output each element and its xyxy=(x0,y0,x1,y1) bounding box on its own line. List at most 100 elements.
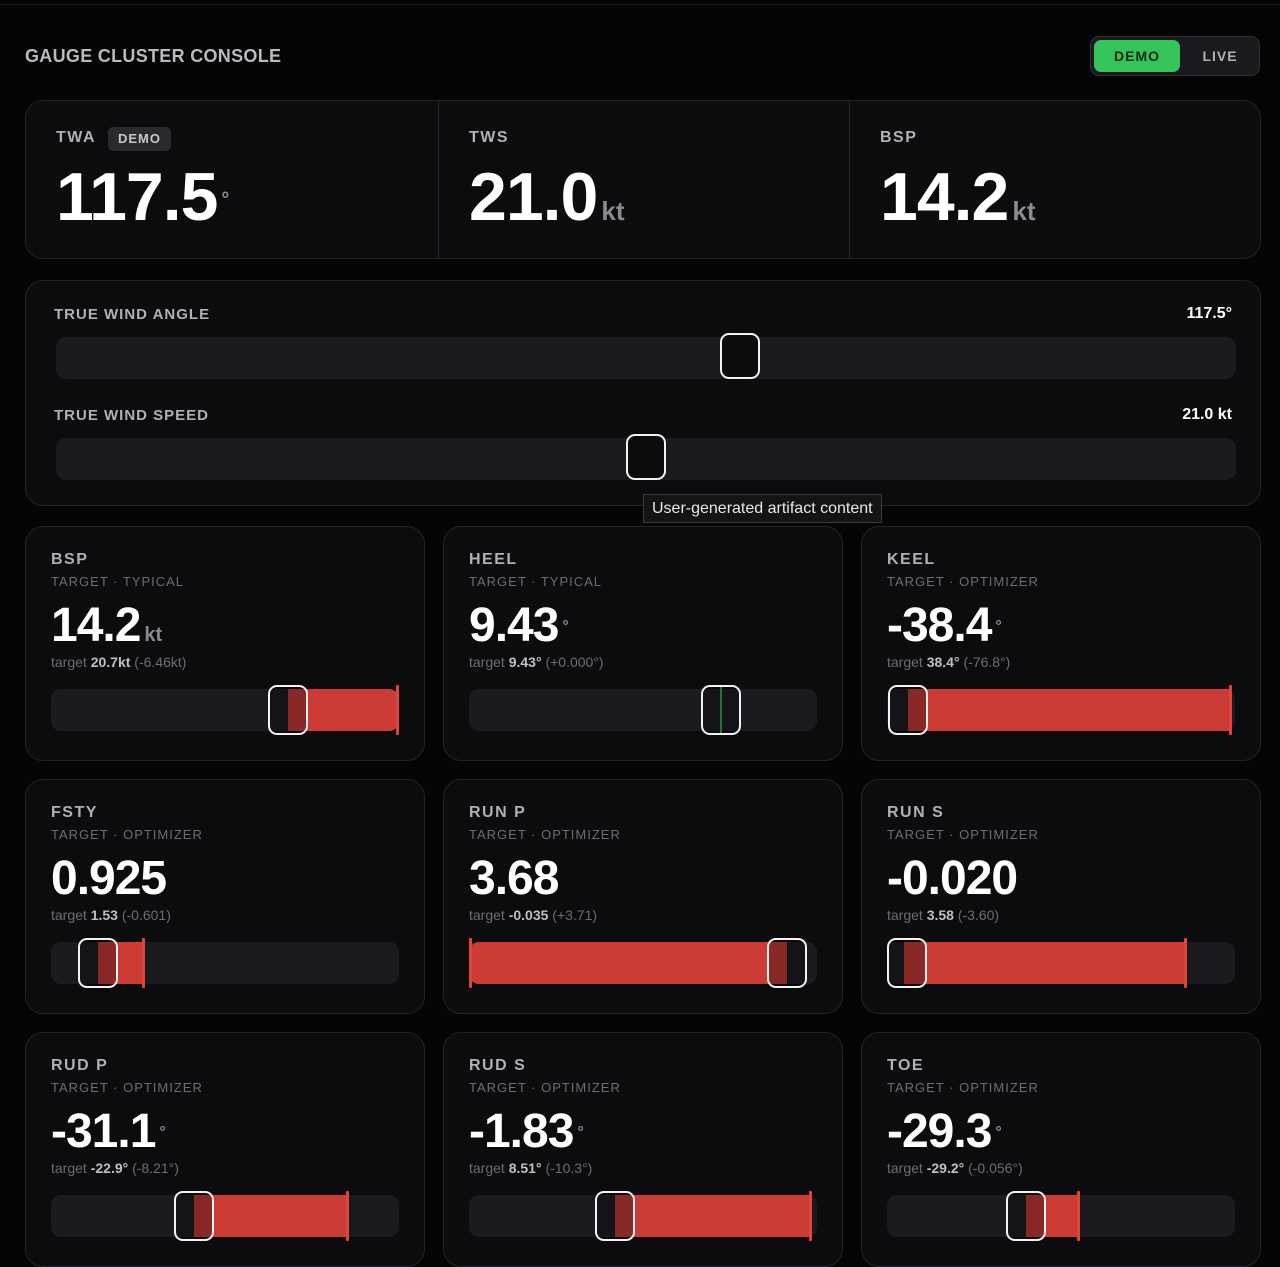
gauge-track[interactable] xyxy=(469,938,817,988)
gauge-value: 3.68 xyxy=(469,852,559,905)
gauge-source: TARGET · OPTIMIZER xyxy=(469,827,621,842)
gauge-source: TARGET · OPTIMIZER xyxy=(887,574,1039,589)
gauge-source: TARGET · OPTIMIZER xyxy=(887,827,1039,842)
gauge-label: FSTY xyxy=(51,804,98,821)
gauge-target: target 3.58 (-3.60) xyxy=(887,907,1000,923)
mode-live-button[interactable]: LIVE xyxy=(1202,48,1238,64)
gauge-label: RUD P xyxy=(51,1057,109,1074)
gauge-track[interactable] xyxy=(887,1191,1235,1241)
gauge-target-value: -29.2° xyxy=(926,1160,965,1176)
gauge-card-toe: TOE TARGET · OPTIMIZER -29.3 ° target -29.2°… xyxy=(861,1032,1261,1267)
gauge-value: 0.925 xyxy=(51,852,167,905)
gauge-current-thumb[interactable] xyxy=(267,685,308,735)
gauge-track[interactable] xyxy=(469,685,817,735)
gauge-target-delta: (-6.46kt) xyxy=(134,654,187,670)
gauge-card-keel: KEEL TARGET · OPTIMIZER -38.4 ° target 38.4°… xyxy=(861,526,1261,761)
gauge-target-marker xyxy=(142,938,146,988)
gauge-target-value: 20.7kt xyxy=(90,654,131,670)
gauge-error-fill xyxy=(904,942,1185,984)
stat-divider xyxy=(849,101,850,258)
gauge-target: target 1.53 (-0.601) xyxy=(51,907,171,923)
gauge-current-thumb[interactable] xyxy=(77,938,118,988)
gauge-label: TOE xyxy=(887,1057,925,1074)
gauge-label: RUN P xyxy=(469,804,527,821)
gauge-value: -29.3 ° xyxy=(887,1105,1002,1158)
gauge-track[interactable] xyxy=(51,685,399,735)
gauge-target-delta: (-8.21°) xyxy=(132,1160,179,1176)
gauge-target-value: -22.9° xyxy=(90,1160,129,1176)
gauge-label: RUD S xyxy=(469,1057,527,1074)
gauge-target-value: 1.53 xyxy=(90,907,118,923)
gauge-value: -0.020 xyxy=(887,852,1018,905)
gauge-card-heel: HEEL TARGET · TYPICAL 9.43 ° target 9.43° (+… xyxy=(443,526,843,761)
gauge-target-marker xyxy=(345,1191,349,1241)
gauge-track[interactable] xyxy=(887,685,1235,735)
twa-slider-value: 117.5° xyxy=(1186,305,1232,322)
gauge-target-delta: (-76.8°) xyxy=(963,654,1011,670)
gauge-unit: ° xyxy=(577,1124,584,1141)
stat-value: 21.0 kt xyxy=(469,159,625,235)
gauge-target-marker xyxy=(1183,938,1187,988)
tws-slider-track[interactable] xyxy=(56,434,1236,480)
gauge-track[interactable] xyxy=(887,938,1235,988)
gauge-target-delta: (-0.601) xyxy=(121,907,171,923)
stat-unit: ° xyxy=(221,189,230,211)
twa-slider-track[interactable] xyxy=(56,333,1236,379)
gauge-current-thumb[interactable] xyxy=(173,1191,214,1241)
gauge-target: target -22.9° (-8.21°) xyxy=(51,1160,179,1176)
gauge-card-run-p: RUN P TARGET · OPTIMIZER 3.68 target -0.035… xyxy=(443,779,843,1014)
gauge-target: target 20.7kt (-6.46kt) xyxy=(51,654,187,670)
gauge-target-delta: (-10.3°) xyxy=(545,1160,593,1176)
mode-demo-button[interactable]: DEMO xyxy=(1094,40,1180,72)
stat-label: BSP xyxy=(880,129,918,146)
gauge-unit: ° xyxy=(159,1124,166,1141)
twa-slider-thumb[interactable] xyxy=(720,333,761,379)
gauge-target-value: 9.43° xyxy=(508,654,542,670)
page-title: GAUGE CLUSTER CONSOLE xyxy=(25,46,282,66)
gauge-current-thumb[interactable] xyxy=(767,938,808,988)
gauge-track[interactable] xyxy=(469,1191,817,1241)
gauge-card-rud-p: RUD P TARGET · OPTIMIZER -31.1 ° target -22.… xyxy=(25,1032,425,1267)
stat-unit: kt xyxy=(1012,196,1036,226)
wind-controls-panel: TRUE WIND ANGLE 117.5° TRUE WIND SPEED 2… xyxy=(25,280,1261,506)
gauge-value: 14.2 kt xyxy=(51,599,163,652)
gauge-value: 9.43 ° xyxy=(469,599,569,652)
gauge-value: -38.4 ° xyxy=(887,599,1002,652)
tws-slider-value: 21.0 kt xyxy=(1182,406,1232,423)
gauge-source: TARGET · OPTIMIZER xyxy=(469,1080,621,1095)
gauge-label: RUN S xyxy=(887,804,945,821)
stat-divider xyxy=(438,101,439,258)
gauge-target-delta: (-3.60) xyxy=(957,907,1000,923)
gauge-target-delta: (+3.71) xyxy=(552,907,598,923)
tws-slider-thumb[interactable] xyxy=(626,434,666,480)
gauge-current-thumb[interactable] xyxy=(701,685,742,735)
gauge-target-value: -0.035 xyxy=(508,907,549,923)
gauge-current-thumb[interactable] xyxy=(887,938,927,988)
stat-unit: kt xyxy=(601,196,625,226)
gauge-track[interactable] xyxy=(51,938,399,988)
gauge-current-thumb[interactable] xyxy=(1006,1191,1047,1241)
gauge-error-fill xyxy=(97,942,144,984)
stat-twa: TWA DEMO 117.5 ° xyxy=(26,101,438,258)
tws-slider-label: TRUE WIND SPEED xyxy=(54,407,210,424)
gauge-target-marker xyxy=(809,1191,813,1241)
stat-label: TWA xyxy=(56,129,97,146)
gauge-target-delta: (+0.000°) xyxy=(545,654,604,670)
gauge-label: HEEL xyxy=(469,551,518,568)
gauge-track[interactable] xyxy=(51,1191,399,1241)
gauge-current-thumb[interactable] xyxy=(887,685,928,735)
gauge-target: target -29.2° (-0.056°) xyxy=(887,1160,1023,1176)
gauge-target-value: 38.4° xyxy=(926,654,960,670)
tooltip: User-generated artifact content xyxy=(643,494,882,523)
gauge-current-thumb[interactable] xyxy=(595,1191,636,1241)
gauge-unit: ° xyxy=(995,1124,1002,1141)
gauge-card-bsp: BSP TARGET · TYPICAL 14.2 kt target 20.7kt (… xyxy=(25,526,425,761)
gauge-target-marker xyxy=(396,685,399,735)
gauge-error-fill xyxy=(615,1195,811,1237)
gauge-label: BSP xyxy=(51,551,89,568)
stat-bsp: BSP 14.2 kt xyxy=(850,101,1260,258)
gauge-card-run-s: RUN S TARGET · OPTIMIZER -0.020 target 3.58… xyxy=(861,779,1261,1014)
gauge-error-fill xyxy=(907,689,1230,731)
gauge-source: TARGET · OPTIMIZER xyxy=(51,827,203,842)
demo-badge: DEMO xyxy=(108,127,171,151)
